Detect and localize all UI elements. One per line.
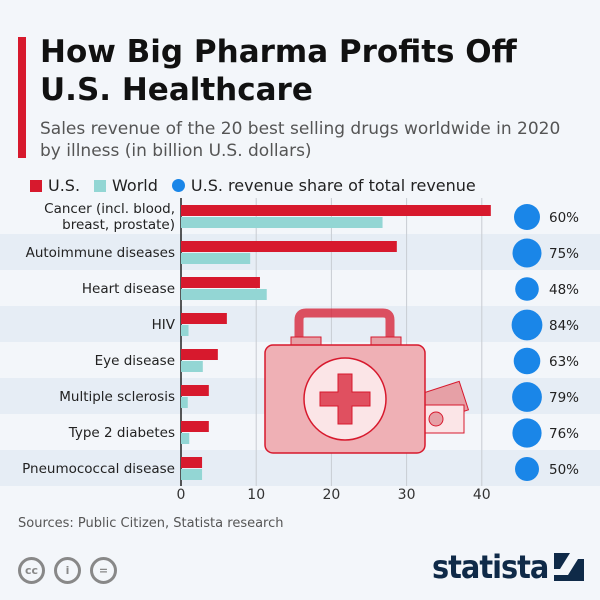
bar-world: [181, 253, 251, 264]
bar-world: [181, 469, 203, 480]
category-label: Eye disease: [95, 353, 175, 369]
share-circle: [512, 238, 542, 268]
by-icon: i: [54, 557, 81, 584]
x-tick-label: 40: [473, 487, 491, 503]
x-tick-label: 0: [177, 487, 186, 503]
bar-us: [181, 457, 203, 468]
category-label: breast, prostate): [62, 217, 175, 233]
bar-us: [181, 421, 209, 432]
bar-us: [181, 205, 491, 216]
nd-icon: =: [90, 557, 117, 584]
bar-us: [181, 241, 397, 252]
bar-us: [181, 313, 227, 324]
share-circle: [512, 418, 542, 448]
source-note: Sources: Public Citizen, Statista resear…: [18, 516, 284, 531]
statista-logo: statista: [432, 548, 585, 586]
category-label: Heart disease: [82, 281, 175, 297]
legend: U.S. World U.S. revenue share of total r…: [30, 176, 476, 195]
bar-us: [181, 385, 209, 396]
chart-subtitle: Sales revenue of the 20 best selling dru…: [40, 119, 561, 161]
legend-share: U.S. revenue share of total revenue: [171, 176, 476, 195]
category-label: Multiple sclerosis: [59, 389, 175, 405]
x-tick-label: 20: [322, 487, 340, 503]
share-label: 60%: [549, 210, 579, 226]
legend-world: World: [94, 176, 158, 195]
bar-us: [181, 349, 218, 360]
share-circle: [512, 382, 542, 412]
x-tick-label: 10: [247, 487, 265, 503]
statista-logo-icon: [554, 553, 585, 581]
share-circle: [513, 347, 541, 375]
accent-bar: [18, 37, 26, 158]
x-tick-label: 30: [398, 487, 416, 503]
share-label: 63%: [549, 354, 579, 370]
share-label: 79%: [549, 390, 579, 406]
legend-us: U.S.: [30, 176, 80, 195]
chart-title: How Big Pharma Profits Off U.S. Healthca…: [40, 34, 517, 108]
category-label: Type 2 diabetes: [68, 425, 175, 441]
share-label: 48%: [549, 282, 579, 298]
row-band: [0, 450, 600, 486]
category-label: Pneumococcal disease: [22, 461, 175, 477]
bar-world: [181, 397, 188, 408]
category-label: Cancer (incl. blood,: [44, 201, 175, 217]
share-circle: [515, 457, 539, 481]
category-label: Autoimmune diseases: [26, 245, 175, 261]
bar-world: [181, 325, 189, 336]
share-label: 76%: [549, 426, 579, 442]
bar-world: [181, 217, 383, 228]
bar-world: [181, 433, 190, 444]
share-label: 84%: [549, 318, 579, 334]
cc-icon: cc: [18, 557, 45, 584]
bar-us: [181, 277, 260, 288]
share-circle: [511, 309, 543, 341]
bar-world: [181, 289, 267, 300]
share-circle: [515, 277, 539, 301]
share-circle: [514, 204, 540, 230]
category-label: HIV: [152, 317, 176, 333]
share-label: 50%: [549, 462, 579, 478]
first-aid-kit-illustration: [264, 308, 470, 454]
share-label: 75%: [549, 246, 579, 262]
bar-world: [181, 361, 203, 372]
